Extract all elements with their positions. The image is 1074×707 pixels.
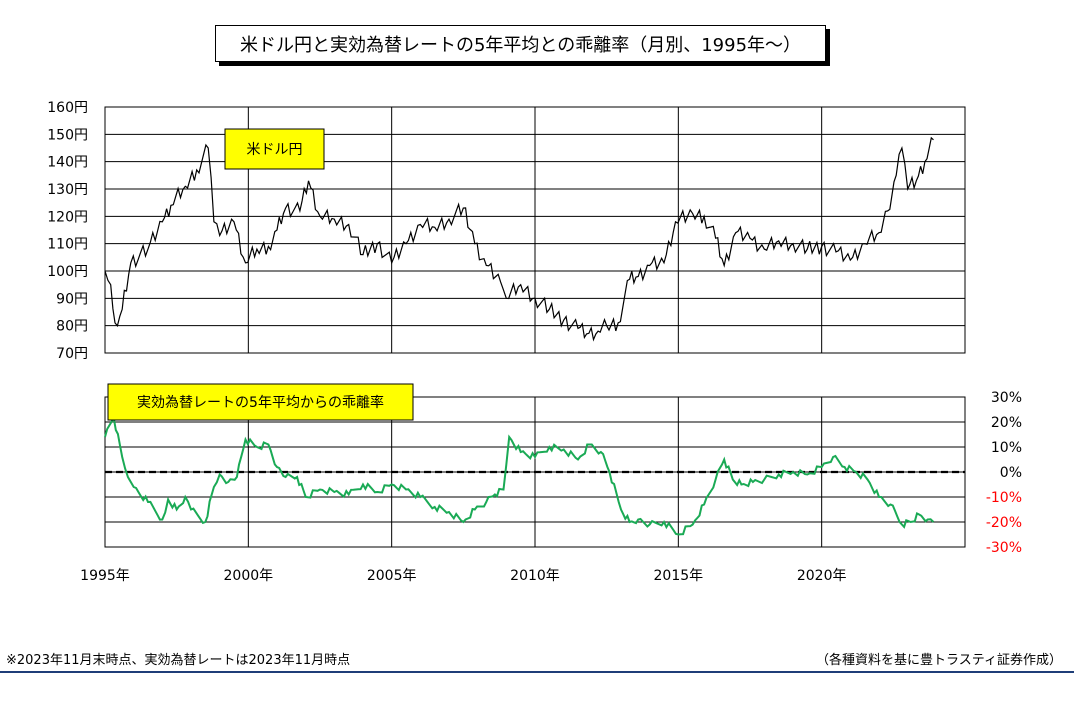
usdjpy-label: 米ドル円 bbox=[247, 142, 303, 158]
x-tick-label: 2000年 bbox=[224, 568, 274, 584]
deviation-label: 実効為替レートの5年平均からの乖離率 bbox=[137, 394, 384, 411]
top-y-tick-label: 80円 bbox=[56, 319, 88, 335]
top-y-tick-label: 100円 bbox=[47, 264, 88, 280]
top-y-tick-label: 130円 bbox=[47, 182, 88, 198]
usdjpy-series-line bbox=[104, 136, 934, 342]
bottom-y-tick-label: -30% bbox=[986, 540, 1022, 556]
x-tick-labels: 1995年 2000年 2005年 2010年 2015年 2020年 bbox=[80, 568, 846, 584]
footnote-right: （各種資料を基に豊トラスティ証券作成） bbox=[816, 653, 1062, 668]
deviation-series-line bbox=[104, 413, 935, 536]
top-y-tick-label: 160円 bbox=[47, 100, 88, 116]
bottom-y-tick-label: -10% bbox=[986, 490, 1022, 506]
top-y-tick-label: 150円 bbox=[47, 127, 88, 143]
top-y-tick-label: 140円 bbox=[47, 155, 88, 171]
x-tick-label: 2020年 bbox=[797, 568, 847, 584]
x-tick-label: 2005年 bbox=[367, 568, 417, 584]
top-y-tick-label: 90円 bbox=[56, 291, 88, 307]
top-y-tick-labels: 70円 80円 90円 100円 110円 120円 130円 140円 150円 160円 bbox=[47, 100, 88, 362]
bottom-y-tick-label: 10% bbox=[991, 440, 1022, 456]
chart-title: 米ドル円と実効為替レートの5年平均との乖離率（月別、1995年～） bbox=[215, 25, 826, 62]
bottom-y-tick-label: 30% bbox=[991, 390, 1022, 406]
x-tick-label: 1995年 bbox=[80, 568, 130, 584]
top-y-tick-label: 70円 bbox=[56, 346, 88, 362]
x-tick-label: 2010年 bbox=[510, 568, 560, 584]
bottom-y-tick-label: -20% bbox=[986, 515, 1022, 531]
top-y-tick-label: 110円 bbox=[47, 237, 88, 253]
usdjpy-label-box bbox=[224, 128, 325, 170]
x-tick-label: 2015年 bbox=[654, 568, 704, 584]
footer-rule bbox=[0, 671, 1074, 673]
bottom-y-tick-label: 20% bbox=[991, 415, 1022, 431]
top-y-tick-label: 120円 bbox=[47, 209, 88, 225]
footnote-left: ※2023年11月末時点、実効為替レートは2023年11月時点 bbox=[6, 653, 351, 668]
bottom-y-tick-labels: 30% 20% 10% 0% -10% -20% -30% bbox=[986, 390, 1022, 556]
bottom-y-tick-label: 0% bbox=[1000, 465, 1022, 481]
deviation-label-box bbox=[107, 383, 414, 421]
